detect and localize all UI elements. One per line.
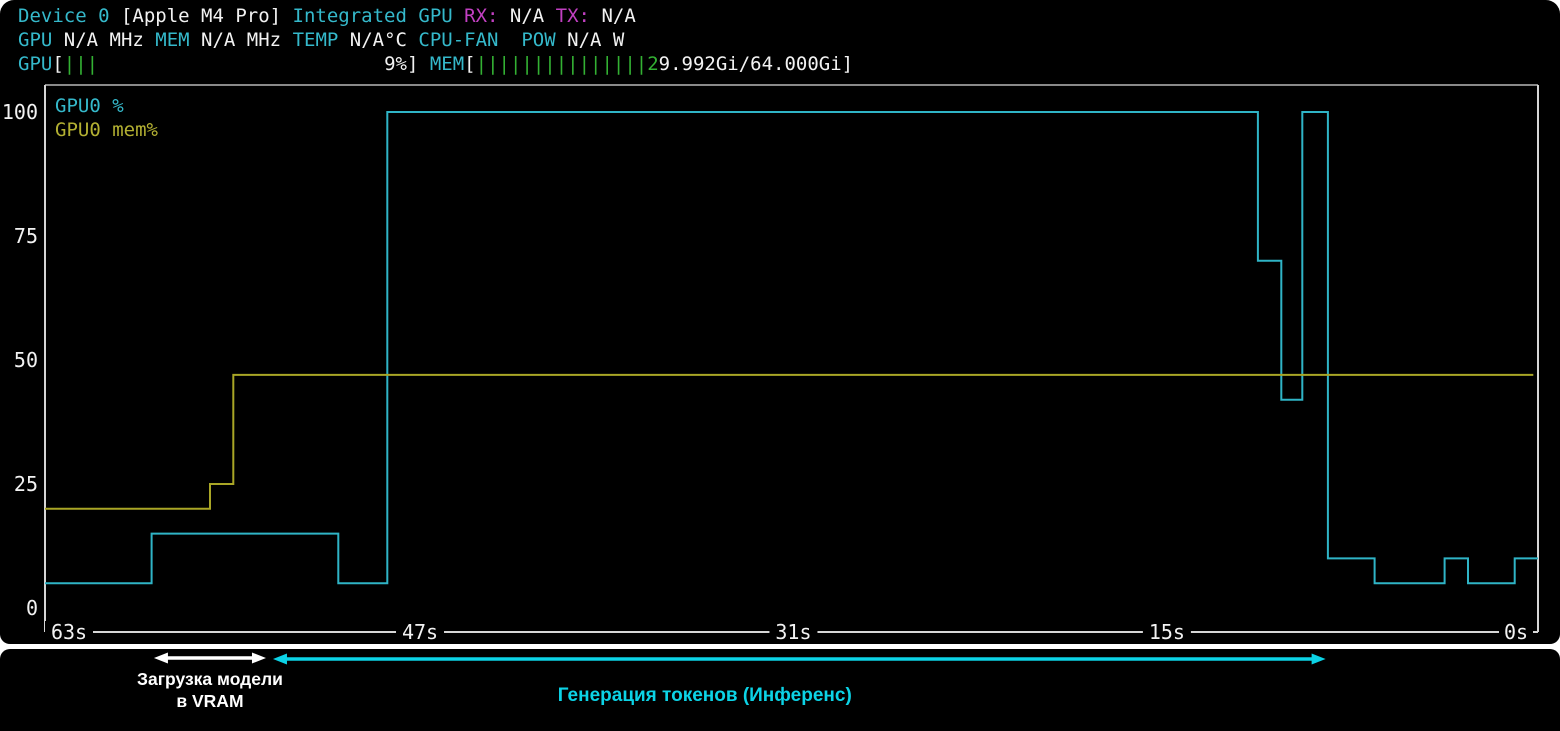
header-text-segment: GPU (18, 29, 64, 51)
header-text-segment: 9%] (98, 53, 430, 75)
header-text-segment: [ (52, 53, 64, 75)
x-tick-label: 0s (1504, 620, 1528, 642)
header-text-segment: CPU-FAN POW (418, 29, 568, 51)
header-text-segment: N/A MHz (63, 29, 156, 51)
header-text-segment: N/A W (567, 29, 625, 51)
header-text-segment: MEM (429, 53, 465, 75)
header-text-segment: ||| (63, 53, 99, 75)
x-tick-gap (769, 621, 818, 642)
x-tick-label: 31s (775, 620, 811, 642)
header-text-segment: GPU (18, 53, 53, 75)
phase-annotations: Загрузка модели в VRAM Генерация токенов (… (0, 649, 1560, 731)
x-tick-gap (1142, 621, 1191, 642)
x-tick-gap (45, 621, 93, 642)
legend-item-gpu0-mem-percent: GPU0 mem% (55, 119, 159, 141)
device-info-line: Device 0 [Apple M4 Pro] Integrated GPU R… (18, 4, 1560, 28)
x-tick-gap (396, 621, 445, 642)
inference-phase-arrowhead-right (1311, 653, 1326, 665)
gpu-status-header: Device 0 [Apple M4 Pro] Integrated GPU R… (0, 0, 1560, 76)
header-text-segment: MEM (155, 29, 202, 51)
header-text-segment: N/A (498, 5, 556, 27)
terminal-window: Device 0 [Apple M4 Pro] Integrated GPU R… (0, 0, 1560, 644)
header-text-segment: |||||||||||||||2 (475, 53, 659, 75)
header-text-segment: Device 0 (18, 5, 110, 27)
header-text-segment: TEMP (292, 29, 350, 51)
header-text-segment: Integrated GPU (292, 5, 465, 27)
gpu-mem-gauge-line: GPU[||| 9%] MEM[|||||||||||||||29.992Gi/… (18, 52, 1560, 76)
x-tick-gap (1499, 621, 1533, 642)
loading-phase-label: Загрузка модели (137, 669, 283, 689)
y-tick-label: 100 (2, 100, 38, 124)
series-gpu0-utilization-line (45, 111, 1538, 585)
x-tick-label: 63s (51, 620, 87, 642)
gpu-usage-chart: 100 75 50 25 0 63s 47s 31s 15s 0s GPU0 %GPU0 mem% (2, 84, 1539, 642)
inference-phase-label: Генерация токенов (Инференс) (558, 685, 852, 706)
header-text-segment: 9.992Gi/64.000Gi] (658, 53, 854, 75)
inference-phase-arrowhead-left (272, 653, 287, 665)
y-tick-label: 75 (14, 224, 38, 248)
x-tick-label: 15s (1149, 620, 1185, 642)
loading-phase-arrowhead-left (153, 652, 168, 664)
header-text-segment: N/A (590, 5, 636, 27)
header-text-segment: [Apple M4 Pro] (109, 5, 293, 27)
header-text-segment: TX: (555, 5, 590, 27)
loading-phase-arrowhead-right (251, 652, 266, 664)
x-tick-label: 47s (402, 620, 438, 642)
header-text-segment: N/A°C (349, 29, 419, 51)
header-text-segment: RX: (464, 5, 499, 27)
header-text-segment: N/A MHz (201, 29, 293, 51)
series-gpu0-mem-line (45, 373, 1534, 510)
legend-item-gpu0-percent: GPU0 % (55, 95, 124, 117)
header-text-segment: [ (464, 53, 476, 75)
clock-temp-line: GPU N/A MHz MEM N/A MHz TEMP N/A°C CPU-F… (18, 28, 1560, 52)
y-tick-label: 50 (14, 348, 38, 372)
y-tick-label: 25 (14, 472, 38, 496)
y-tick-label: 0 (26, 596, 38, 620)
loading-phase-label: в VRAM (176, 691, 243, 711)
